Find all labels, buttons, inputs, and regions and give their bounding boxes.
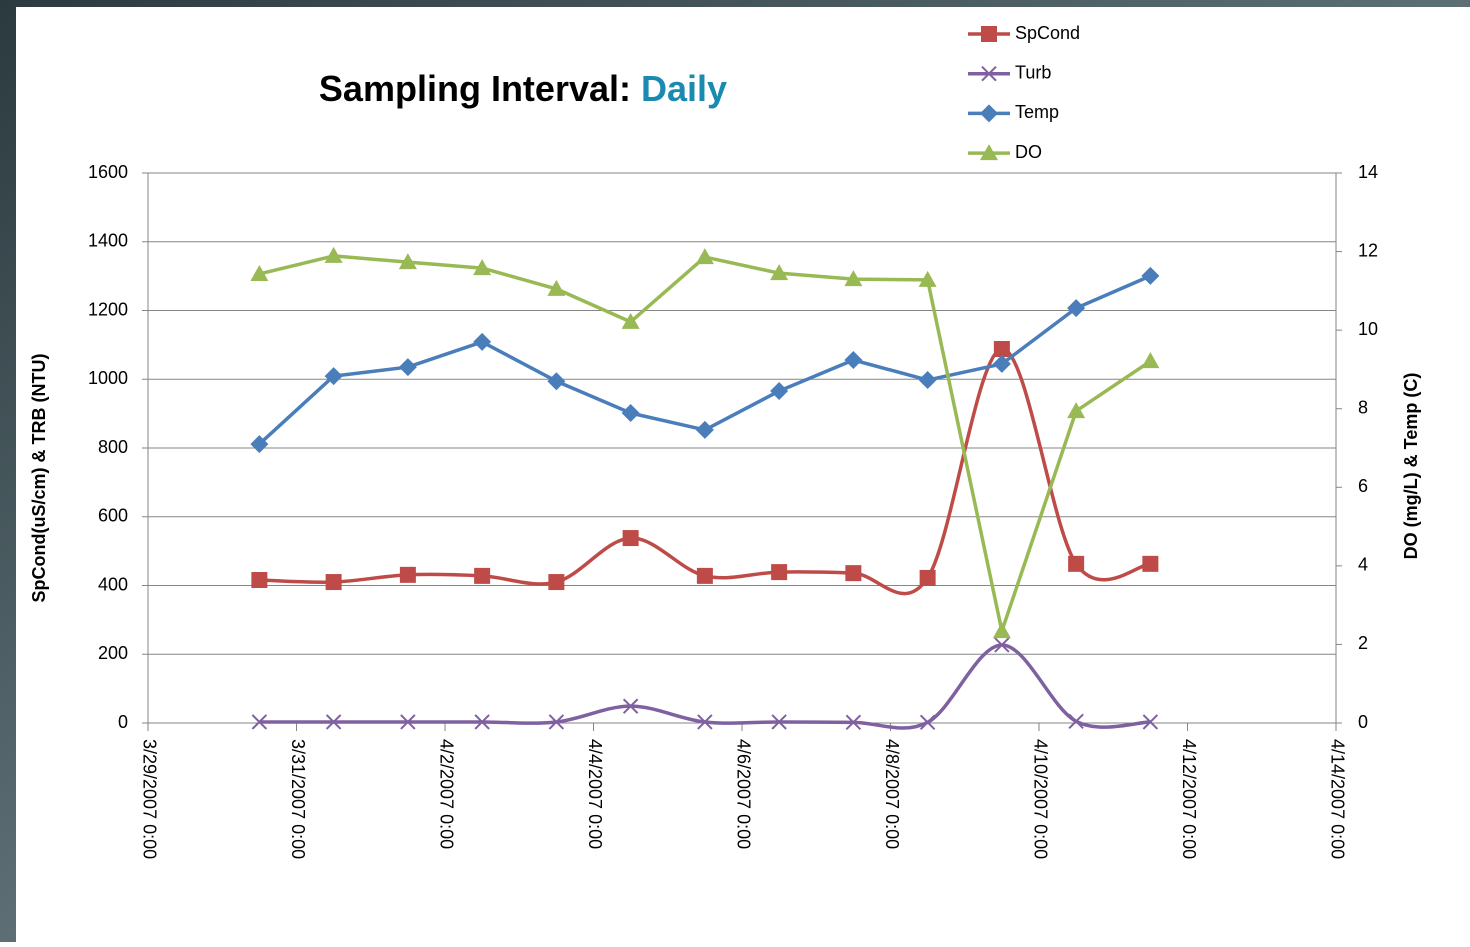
marker (697, 568, 713, 584)
y2-tick-label: 12 (1358, 240, 1378, 260)
marker (994, 341, 1010, 357)
marker (623, 530, 639, 546)
marker (326, 574, 342, 590)
x-tick-label: 3/29/2007 0:00 (139, 739, 159, 859)
marker (845, 565, 861, 581)
x-tick-label: 4/10/2007 0:00 (1030, 739, 1050, 859)
title-highlight: Daily (641, 68, 727, 109)
y-axis-label: SpCond(uS/cm) & TRB (NTU) (29, 354, 49, 603)
y-tick-label: 600 (98, 506, 128, 526)
legend-label: SpCond (1015, 23, 1080, 43)
y2-tick-label: 0 (1358, 712, 1368, 732)
x-tick-label: 4/4/2007 0:00 (585, 739, 605, 849)
legend-label: Turb (1015, 62, 1051, 82)
marker (981, 26, 997, 42)
y2-tick-label: 6 (1358, 476, 1368, 496)
x-tick-label: 4/14/2007 0:00 (1327, 739, 1347, 859)
y2-tick-label: 10 (1358, 319, 1378, 339)
marker (548, 574, 564, 590)
x-tick-label: 4/2/2007 0:00 (436, 739, 456, 849)
x-tick-label: 4/12/2007 0:00 (1179, 739, 1199, 859)
x-tick-label: 4/6/2007 0:00 (733, 739, 753, 849)
y2-tick-label: 2 (1358, 633, 1368, 653)
marker (474, 568, 490, 584)
y-tick-label: 1600 (88, 162, 128, 182)
x-tick-label: 3/31/2007 0:00 (288, 739, 308, 859)
marker (1142, 556, 1158, 572)
y-tick-label: 200 (98, 643, 128, 663)
y2-tick-label: 4 (1358, 555, 1368, 575)
y2-axis-label: DO (mg/L) & Temp (C) (1401, 373, 1421, 560)
y-tick-label: 1200 (88, 299, 128, 319)
legend-label: DO (1015, 142, 1042, 162)
marker (1068, 556, 1084, 572)
marker (251, 572, 267, 588)
y2-tick-label: 14 (1358, 162, 1378, 182)
y-tick-label: 800 (98, 437, 128, 457)
y-tick-label: 1000 (88, 368, 128, 388)
marker (920, 570, 936, 586)
marker (400, 567, 416, 583)
chart: Sampling Interval: Daily SpCond(uS/cm) &… (0, 0, 1470, 942)
title-main: Sampling Interval: (319, 68, 631, 109)
y-tick-label: 400 (98, 574, 128, 594)
legend-label: Temp (1015, 102, 1059, 122)
chart-title: Sampling Interval: Daily (319, 68, 727, 109)
y-tick-label: 0 (118, 712, 128, 732)
marker (771, 564, 787, 580)
y-tick-label: 1400 (88, 231, 128, 251)
x-tick-label: 4/8/2007 0:00 (882, 739, 902, 849)
y2-tick-label: 8 (1358, 397, 1368, 417)
